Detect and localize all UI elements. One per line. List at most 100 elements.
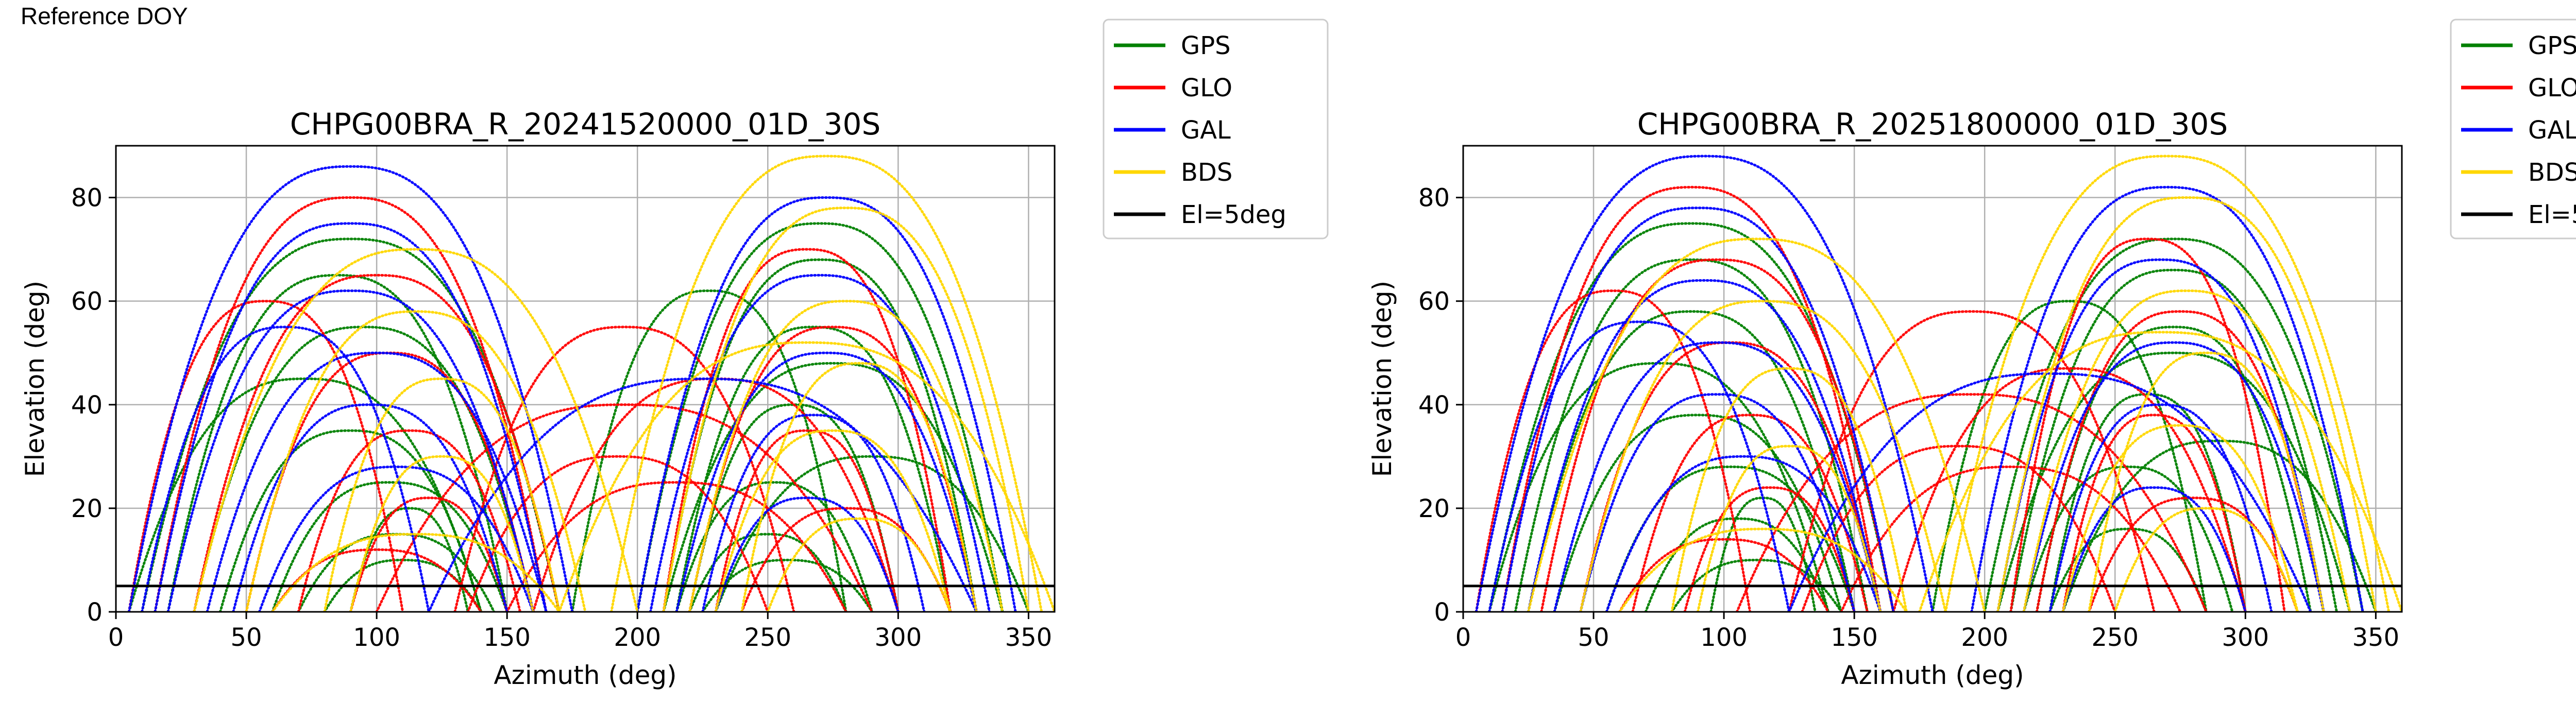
legend-label: El=5deg [2528,200,2576,229]
series-gal-track [636,196,1017,612]
legend-box [2450,19,2576,239]
series-gal-track [701,414,926,612]
series-gal-track [2048,403,2273,612]
y-tick-label: 60 [71,287,103,316]
y-axis-label: Elevation (deg) [20,281,50,477]
plot-frame [115,145,1056,613]
series-glo-track [1475,289,1752,612]
series-glo-track [1618,538,1830,612]
series-glo-track [1540,258,1895,612]
series-gps-track [662,362,1004,612]
series-gps-track [701,558,874,612]
series-bds-track [2113,507,2299,612]
series-gps-track [688,533,848,612]
chart-panel-2: 0 50 100 150 200 250 300 350 0 20 40 60 80 CHPG00BRA_… [1367,19,2576,690]
series-bds-track [1670,367,1908,612]
series-gps-track [1514,258,1869,612]
series-glo-track [349,496,509,612]
series-bds-track [610,155,1043,612]
legend: GPS GLO GAL BDS El=5deg [2450,19,2576,239]
series-bds-track [1527,237,1986,612]
series-bds-track [2022,289,2351,612]
series-glo-track [193,273,561,612]
x-tick-label: 150 [1831,623,1878,652]
y-tick-label: 80 [71,184,103,213]
series-bds-track [766,517,952,612]
series-glo-track [714,429,900,612]
series-gal-track [154,222,548,612]
series-gps-track [675,325,952,612]
series-glo-track [1801,444,2116,612]
x-axis-label: Azimuth (deg) [1841,660,2024,690]
series-bds-track [1579,300,1947,612]
series-bds-track [2061,424,2299,612]
series-gal-track [127,165,574,612]
series-gal-track [166,289,535,612]
x-axis-label: Azimuth (deg) [494,660,676,690]
x-tick-label: 0 [108,623,124,652]
legend-label: GPS [2528,31,2576,60]
reference-doy-label: Reference DOY [21,3,188,29]
y-tick-label: 80 [1418,184,1450,213]
x-tick-label: 200 [1961,623,2008,652]
series-glo-track [1892,367,2247,612]
series-glo-track [1735,393,2208,612]
data-layer [1475,155,2402,612]
series-bds-track [1697,444,1882,612]
series-gps-track [2022,465,2234,612]
legend-label: GPS [1181,31,1231,60]
series-bds-track [349,455,535,612]
series-bds-track [740,362,978,612]
series-bds-track [714,429,952,612]
series-glo-track [1840,465,2182,612]
series-bds-track [271,533,561,612]
y-tick-label: 60 [1418,287,1450,316]
plot-frame [1462,145,2403,613]
y-tick-label: 20 [1418,494,1450,523]
series-gps-track [349,507,469,612]
series-bds-track [1918,331,2402,612]
series-gps-track [2048,393,2247,612]
x-tick-label: 250 [2091,623,2139,652]
series-glo-track [297,429,521,612]
x-tick-label: 0 [1455,623,1471,652]
series-gal-track [1970,185,2364,612]
series-gps-track [1931,300,2208,612]
y-tick-label: 0 [87,598,103,627]
series-glo-track [1501,185,1882,612]
series-gps-track [675,481,874,612]
y-tick-label: 40 [1418,391,1450,420]
x-tick-label: 250 [744,623,791,652]
series-bds-track [323,378,561,612]
series-gal-track [649,273,991,612]
series-bds-track [245,310,587,612]
series-glo-track [1683,486,1856,612]
series-gps-track [166,273,509,612]
chart-title: CHPG00BRA_R_20251800000_01D_30S [1637,107,2228,142]
x-tick-label: 50 [1578,623,1609,652]
series-gps-track [271,481,509,612]
series-gal-track [1527,279,1882,612]
series-bds-track [1944,155,2391,612]
x-tick-label: 300 [875,623,922,652]
series-gps-track [1553,414,1843,612]
x-tick-label: 350 [1005,623,1053,652]
series-gal-track [2022,341,2325,612]
series-gps-track [1996,351,2351,612]
x-tick-label: 100 [353,623,400,652]
series-gal-track [258,465,535,612]
legend-label: El=5deg [1181,200,1286,229]
x-tick-label: 350 [2352,623,2400,652]
series-bds-track [662,207,1030,612]
series-bds-track [2088,351,2325,612]
series-gps-track [2048,527,2208,612]
series-gal-track [1488,320,1791,612]
x-tick-label: 300 [2222,623,2269,652]
series-glo-track [2061,414,2247,612]
series-glo-track [2035,310,2325,612]
chart-panel-1: 0 50 100 150 200 250 300 350 0 20 40 60 80 CHPG00BRA_… [20,19,1329,690]
series-gal-track [675,351,978,612]
series-gal-track [1605,455,1882,612]
legend: GPS GLO GAL BDS El=5deg [1103,19,1329,239]
